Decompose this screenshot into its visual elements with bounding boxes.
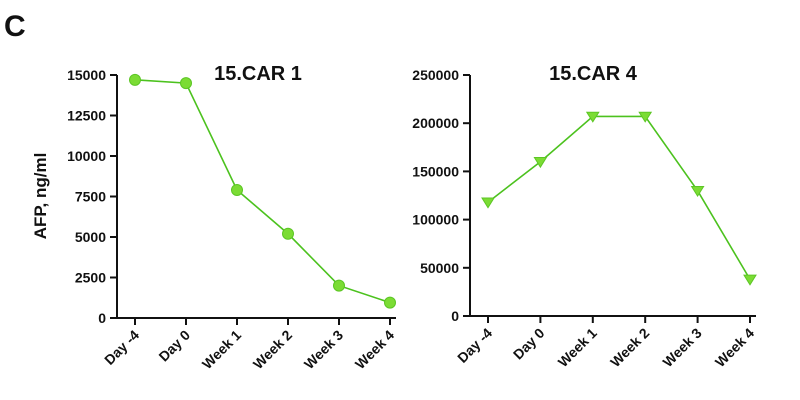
y-tick-label: 7500 [75,189,106,205]
y-tick-label: 10000 [67,148,106,164]
x-tick-label: Day 0 [510,325,548,363]
y-axis-label: AFP, ng/ml [31,153,50,240]
data-point [282,227,294,240]
chart-right: 15.CAR 4 0 50000 100000 150000 200000 250000 D… [412,63,757,370]
panel-label: C [4,10,26,43]
y-tick-label: 250000 [412,67,459,83]
x-tick-label: Week 2 [250,327,295,372]
data-point [333,279,345,292]
x-tick-label: Week 3 [659,325,704,370]
y-tick-label: 150000 [412,163,459,179]
x-tick-label: Week 3 [301,327,346,372]
data-point [690,185,705,198]
axes [469,75,756,317]
data-point [585,111,600,123]
data-point [743,274,757,286]
y-tick-label: 100000 [412,212,459,228]
data-point [231,184,243,197]
chart-title: 15.CAR 4 [549,63,638,85]
data-point [533,157,548,169]
series-line [487,115,751,280]
x-tick-label: Day -4 [101,327,142,368]
chart-title: 15.CAR 1 [214,63,302,85]
y-tick-label: 0 [451,308,459,324]
data-point [481,197,495,209]
x-tick-label: Week 2 [607,325,652,370]
data-point [384,296,396,309]
data-point [180,77,192,90]
y-tick-label: 50000 [420,260,459,276]
y-tick-label: 15000 [67,67,106,83]
x-tick-label: Week 4 [712,325,757,370]
y-tick-label: 200000 [412,115,459,131]
x-tick-label: Week 4 [352,327,397,372]
y-tick-label: 5000 [75,229,106,245]
chart-left: 15.CAR 1 AFP, ng/ml 0 2500 5000 7500 10000 12… [31,63,397,372]
x-tick-label: Week 1 [199,327,244,372]
x-tick-label: Week 1 [555,325,600,370]
y-tick-label: 2500 [75,270,106,286]
series-line [134,79,391,304]
data-point [129,73,141,86]
y-tick-label: 12500 [67,108,106,124]
axes [116,75,396,319]
data-point [638,111,653,123]
x-tick-label: Day -4 [454,325,495,366]
y-tick-label: 0 [98,310,106,326]
x-tick-label: Day 0 [155,327,193,365]
